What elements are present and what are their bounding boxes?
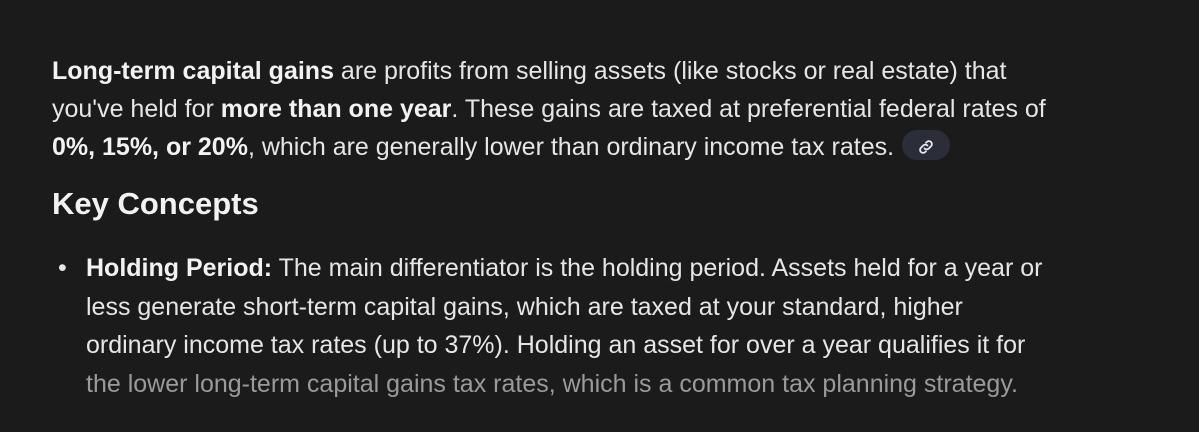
link-icon <box>919 139 933 154</box>
rates-bold: 0%, 15%, or 20% <box>52 133 248 161</box>
item-label: Holding Period: <box>86 254 273 282</box>
text: ordinary income tax rates (up to 37%). H… <box>86 331 1026 359</box>
emphasis-bold: more than one year <box>220 95 452 123</box>
list-item: • Holding Period: The main differentiato… <box>52 249 1042 403</box>
text: The main differentiator is the holding p… <box>272 254 1043 282</box>
source-link-button[interactable] <box>902 130 951 161</box>
text: , which are generally lower than ordinar… <box>247 133 895 161</box>
text: the lower long-term capital gains tax ra… <box>86 369 1018 398</box>
bullet-list: • Holding Period: The main differentiato… <box>52 249 1042 403</box>
intro-paragraph: Long-term capital gains are profits from… <box>52 52 1046 166</box>
term-bold: Long-term capital gains <box>52 57 334 85</box>
text: you've held for <box>52 95 221 123</box>
bullet-dot: • <box>58 254 67 282</box>
text: . These gains are taxed at preferential … <box>451 95 1046 123</box>
text: less generate short-term capital gains, … <box>86 292 963 321</box>
section-heading: Key Concepts <box>52 186 259 221</box>
text: are profits from selling assets (like st… <box>333 57 1007 85</box>
